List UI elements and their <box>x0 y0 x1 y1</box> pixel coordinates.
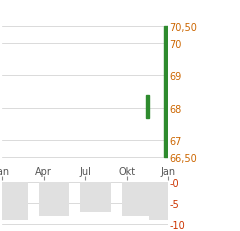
Bar <box>0 182 28 220</box>
Bar <box>149 182 180 220</box>
Bar <box>39 182 69 216</box>
Bar <box>80 182 111 212</box>
Bar <box>164 27 168 157</box>
Bar <box>146 95 149 118</box>
Bar <box>122 182 152 216</box>
